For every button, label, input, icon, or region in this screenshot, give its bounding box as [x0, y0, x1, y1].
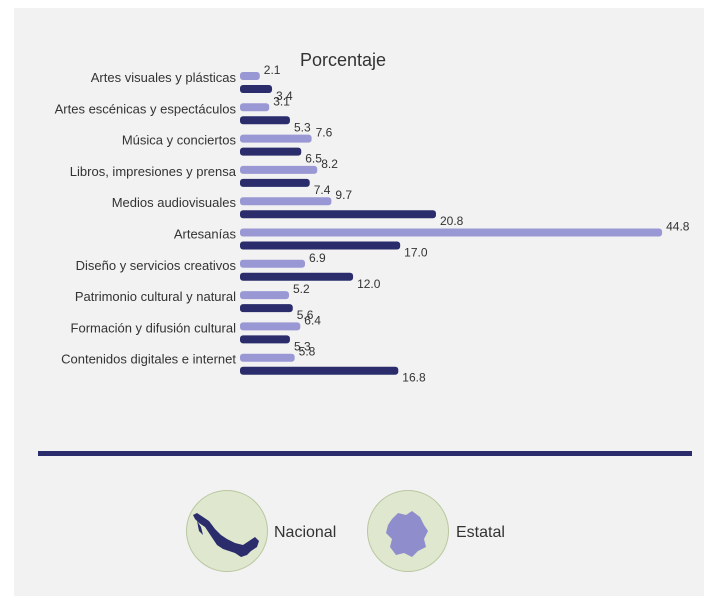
bar-nacional: [240, 322, 301, 331]
data-label: 20.8: [440, 214, 464, 228]
data-label: 7.6: [316, 126, 333, 140]
category-label: Música y conciertos: [122, 133, 237, 148]
bar-estatal: [240, 116, 290, 125]
category-label: Artes escénicas y espectáculos: [55, 101, 237, 116]
category-label: Patrimonio cultural y natural: [75, 289, 236, 304]
data-label: 9.7: [335, 188, 352, 202]
category-label: Contenidos digitales e internet: [61, 352, 236, 367]
bar-nacional: [240, 291, 289, 300]
data-label: 6.5: [305, 152, 322, 166]
data-label: 17.0: [404, 246, 428, 260]
bar-estatal: [240, 178, 310, 187]
legend-nacional-badge: [186, 490, 268, 572]
bar-nacional: [240, 353, 295, 362]
legend-nacional-label: Nacional: [274, 524, 337, 541]
state-map-icon: [386, 511, 428, 557]
divider: [38, 451, 692, 456]
legend-estatal-badge: [367, 490, 449, 572]
bar-nacional: [240, 259, 306, 268]
bar-estatal: [240, 85, 273, 93]
mexico-map-icon: [193, 513, 259, 557]
category-label: Artes visuales y plásticas: [91, 70, 237, 85]
data-label: 5.6: [297, 308, 314, 322]
chart-title: Porcentaje: [300, 50, 386, 70]
bar-nacional: [240, 134, 312, 143]
bar-estatal: [240, 304, 293, 313]
data-label: 5.3: [294, 120, 311, 134]
data-label: 7.4: [314, 183, 331, 197]
data-label: 16.8: [402, 371, 426, 385]
data-label: 5.8: [299, 345, 316, 359]
bar-estatal: [240, 210, 436, 219]
data-label: 6.4: [304, 313, 321, 327]
category-label: Medios audiovisuales: [112, 195, 237, 210]
data-label: 12.0: [357, 277, 381, 291]
chart-panel: Porcentaje Artes visuales y plásticas Art…: [14, 8, 704, 596]
bar-nacional: [240, 72, 260, 80]
bar-estatal: [240, 335, 290, 344]
data-label: 2.1: [264, 63, 281, 77]
bar-nacional: [240, 197, 332, 206]
data-label: 5.3: [294, 339, 311, 353]
data-label: 5.2: [293, 282, 310, 296]
bar-estatal: [240, 147, 302, 156]
data-label: 3.4: [276, 89, 293, 103]
bar-estatal: [240, 366, 399, 375]
bar-nacional: [240, 165, 318, 174]
category-label: Artesanías: [174, 227, 237, 242]
data-label: 44.8: [666, 220, 690, 234]
bar-nacional: [240, 103, 270, 112]
legend-estatal-label: Estatal: [456, 524, 505, 541]
bar-chart: Porcentaje Artes visuales y plásticas Art…: [55, 50, 690, 385]
data-label: 3.1: [273, 94, 290, 108]
data-label: 8.2: [321, 157, 338, 171]
bar-nacional: [240, 228, 663, 237]
bar-estatal: [240, 241, 401, 250]
category-label: Libros, impresiones y prensa: [70, 164, 237, 179]
bar-estatal: [240, 272, 354, 281]
data-label: 6.9: [309, 251, 326, 265]
category-label: Diseño y servicios creativos: [76, 258, 237, 273]
category-label: Formación y difusión cultural: [71, 320, 237, 335]
